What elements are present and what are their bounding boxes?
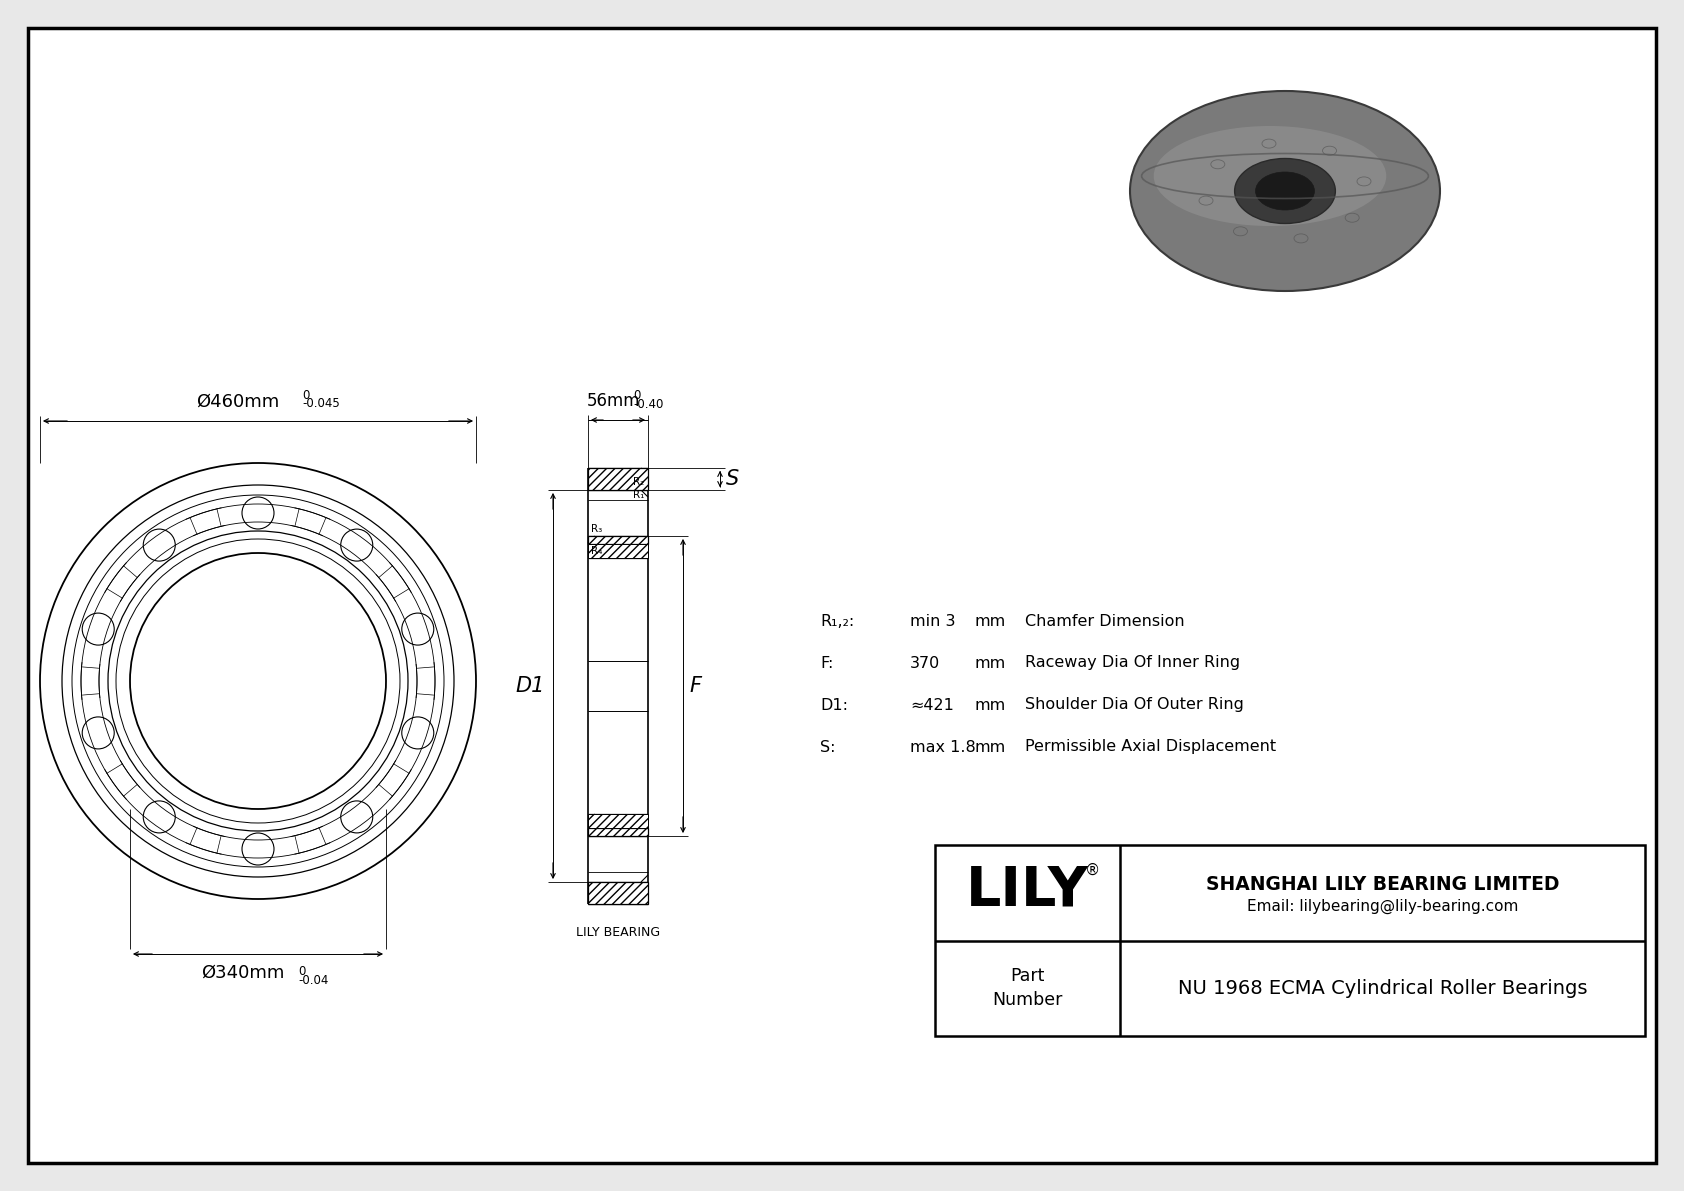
Text: Chamfer Dimension: Chamfer Dimension [1026, 613, 1184, 629]
Text: R₃: R₃ [591, 524, 603, 534]
Text: R₂: R₂ [633, 478, 643, 487]
Text: -0.04: -0.04 [298, 974, 328, 987]
Text: ®: ® [1084, 863, 1100, 878]
Text: ≈421: ≈421 [909, 698, 953, 712]
Text: 56mm: 56mm [586, 392, 640, 410]
Ellipse shape [1130, 91, 1440, 291]
Ellipse shape [1256, 172, 1315, 210]
Ellipse shape [1154, 126, 1386, 226]
Polygon shape [588, 468, 648, 490]
Polygon shape [588, 536, 648, 544]
Text: D1:: D1: [820, 698, 849, 712]
Text: SHANGHAI LILY BEARING LIMITED: SHANGHAI LILY BEARING LIMITED [1206, 875, 1559, 894]
Text: D1: D1 [515, 676, 546, 696]
Text: Permissible Axial Displacement: Permissible Axial Displacement [1026, 740, 1276, 755]
Text: mm: mm [975, 613, 1007, 629]
Text: Raceway Dia Of Inner Ring: Raceway Dia Of Inner Ring [1026, 655, 1239, 671]
Text: 370: 370 [909, 655, 940, 671]
Text: NU 1968 ECMA Cylindrical Roller Bearings: NU 1968 ECMA Cylindrical Roller Bearings [1177, 979, 1588, 998]
Text: min 3: min 3 [909, 613, 955, 629]
Text: max 1.8: max 1.8 [909, 740, 975, 755]
Text: LILY: LILY [965, 863, 1088, 918]
Text: R₄: R₄ [591, 545, 603, 556]
Polygon shape [588, 828, 648, 836]
Text: mm: mm [975, 655, 1007, 671]
Text: -0.40: -0.40 [633, 398, 663, 411]
Ellipse shape [1234, 158, 1335, 224]
Text: R₁: R₁ [633, 490, 643, 500]
Text: Email: lilybearing@lily-bearing.com: Email: lilybearing@lily-bearing.com [1246, 899, 1519, 915]
Text: LILY BEARING: LILY BEARING [576, 925, 660, 939]
Text: Ø340mm: Ø340mm [202, 964, 285, 983]
Text: 0: 0 [633, 389, 640, 403]
Polygon shape [588, 883, 648, 904]
Text: mm: mm [975, 698, 1007, 712]
Text: Shoulder Dia Of Outer Ring: Shoulder Dia Of Outer Ring [1026, 698, 1244, 712]
Text: S:: S: [820, 740, 835, 755]
Text: R₁,₂:: R₁,₂: [820, 613, 854, 629]
Text: S: S [726, 469, 739, 490]
Text: 0: 0 [298, 965, 305, 978]
Text: -0.045: -0.045 [301, 397, 340, 410]
Text: Part
Number: Part Number [992, 967, 1063, 1009]
Text: F:: F: [820, 655, 834, 671]
Polygon shape [588, 813, 648, 828]
Text: 0: 0 [301, 389, 310, 403]
Text: Ø460mm: Ø460mm [197, 393, 280, 411]
Bar [935, 844, 1645, 1036]
Text: mm: mm [975, 740, 1007, 755]
Polygon shape [588, 544, 648, 559]
Text: F: F [689, 676, 701, 696]
